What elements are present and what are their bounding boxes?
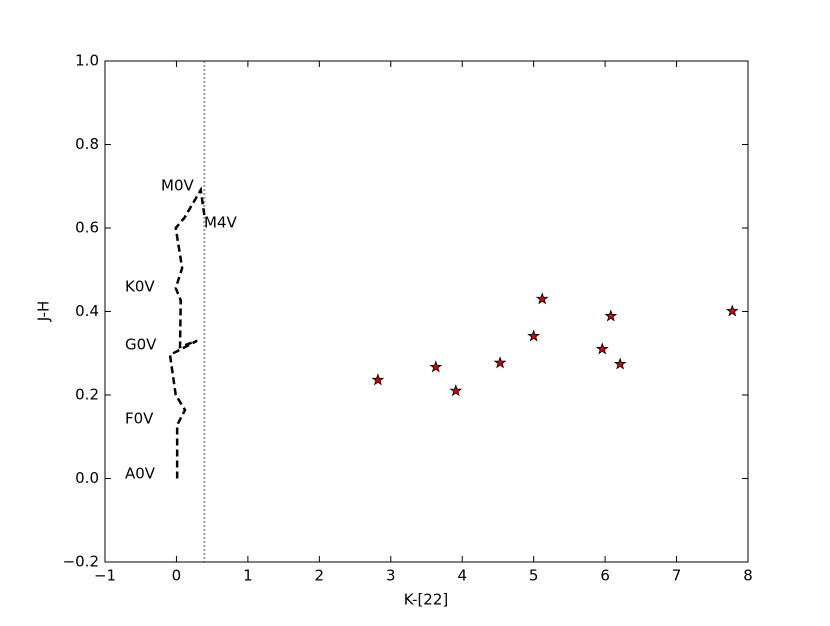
star-point — [535, 292, 549, 305]
x-tick-label: 3 — [386, 567, 396, 585]
star-point — [613, 357, 627, 370]
x-tick-label: 4 — [457, 567, 467, 585]
star-point — [371, 373, 385, 386]
plot-frame — [104, 60, 749, 563]
annotation: F0V — [125, 410, 154, 428]
x-tick-label: 2 — [315, 567, 325, 585]
annotation: M0V — [161, 177, 194, 195]
annotation: A0V — [125, 465, 156, 483]
x-tick-label: 7 — [672, 567, 682, 585]
y-tick-label: −0.2 — [63, 553, 99, 571]
x-tick-label: 1 — [243, 567, 253, 585]
star-point — [493, 356, 507, 369]
y-tick-label: 0.0 — [75, 469, 99, 487]
x-tick-label: 8 — [743, 567, 753, 585]
y-axis-label: J-H — [35, 301, 53, 323]
annotation: G0V — [125, 336, 157, 354]
star-point — [527, 329, 541, 342]
annotation: K0V — [125, 278, 155, 296]
x-tick-label: 5 — [529, 567, 539, 585]
star-point — [429, 360, 443, 373]
y-tick-label: 0.8 — [75, 135, 99, 153]
y-tick-label: 0.6 — [75, 219, 99, 237]
x-axis-label: K-[22] — [404, 591, 448, 609]
annotation: M4V — [204, 214, 237, 232]
x-tick-label: −1 — [94, 567, 116, 585]
y-tick-label: 0.4 — [75, 302, 99, 320]
x-tick-label: 6 — [600, 567, 610, 585]
y-tick-label: 1.0 — [75, 52, 99, 70]
star-point — [725, 304, 739, 317]
stellar-locus — [168, 186, 206, 479]
y-tick-label: 0.2 — [75, 386, 99, 404]
star-point — [449, 384, 463, 397]
star-point — [604, 309, 618, 322]
star-point — [595, 342, 609, 355]
x-tick-label: 0 — [172, 567, 182, 585]
